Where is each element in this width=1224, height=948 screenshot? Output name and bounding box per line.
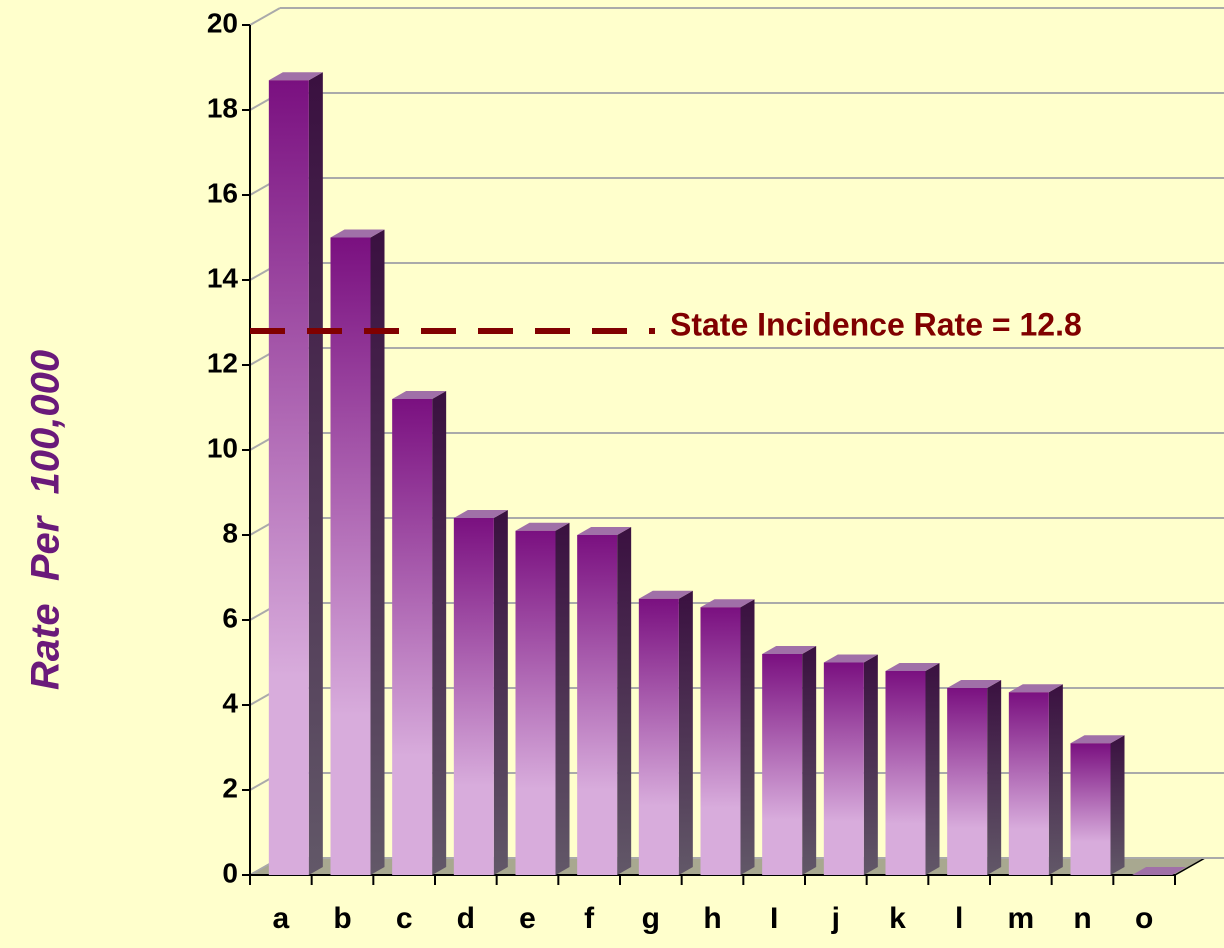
y-tick-label: 16 xyxy=(207,177,238,208)
bar xyxy=(515,530,556,875)
x-tick-label: h xyxy=(703,902,721,935)
bar-side xyxy=(802,646,817,875)
bar-top xyxy=(762,646,817,654)
y-tick-label: 20 xyxy=(207,7,238,38)
x-tick-label: f xyxy=(584,902,595,935)
bar-side xyxy=(555,522,570,875)
bar-side xyxy=(617,527,632,875)
bar-top xyxy=(330,229,385,238)
bar-side xyxy=(308,72,323,875)
bar-top xyxy=(638,590,693,599)
y-tick-label: 4 xyxy=(222,687,238,718)
x-tick-label: n xyxy=(1073,902,1091,935)
bar xyxy=(638,598,679,875)
bar xyxy=(392,399,433,875)
bar xyxy=(268,80,309,875)
bar xyxy=(885,671,926,875)
y-tick-label: 2 xyxy=(222,772,238,803)
reference-label: State Incidence Rate = 12.8 xyxy=(670,306,1082,342)
bar-top xyxy=(823,654,878,663)
y-tick-label: 6 xyxy=(222,602,238,633)
bar xyxy=(762,654,803,875)
bar-side xyxy=(740,599,755,875)
bar xyxy=(330,237,371,875)
bar-side xyxy=(432,391,447,875)
x-tick-label: I xyxy=(770,902,778,935)
bar-side xyxy=(1048,684,1063,875)
bar-side xyxy=(678,590,693,875)
y-tick-label: 18 xyxy=(207,92,238,123)
x-tick-label: o xyxy=(1135,902,1153,935)
x-tick-label: c xyxy=(396,902,413,935)
bar-side xyxy=(863,654,878,875)
bar-top xyxy=(453,510,508,518)
y-tick-label: 8 xyxy=(222,517,238,548)
bar-side xyxy=(987,680,1002,875)
y-tick-label: 14 xyxy=(207,262,239,293)
x-tick-label: k xyxy=(889,902,906,935)
x-tick-label: d xyxy=(457,902,475,935)
grid-line xyxy=(249,7,281,26)
y-axis-title: Rate Per 100,000 xyxy=(24,350,68,690)
bar-side xyxy=(1110,735,1125,875)
x-tick-label: j xyxy=(831,902,840,935)
bar-top xyxy=(1008,684,1063,693)
bar-top xyxy=(947,680,1002,688)
bar-side xyxy=(493,510,508,875)
bar-side xyxy=(925,663,940,875)
bar-side xyxy=(370,229,385,875)
bar xyxy=(700,607,741,875)
x-tick-label: b xyxy=(333,902,351,935)
x-tick-label: m xyxy=(1007,902,1034,935)
bar-top xyxy=(268,72,323,81)
x-tick-label: e xyxy=(519,902,536,935)
bar-top xyxy=(1132,867,1187,875)
bar xyxy=(823,662,864,875)
bar-top xyxy=(515,522,570,531)
y-tick-label: 10 xyxy=(207,432,238,463)
y-tick-label: 0 xyxy=(222,857,238,888)
x-tick-label: l xyxy=(955,902,963,935)
bar-top xyxy=(392,391,447,399)
x-tick-label: a xyxy=(272,902,289,935)
bar-top xyxy=(700,599,755,608)
bar-top xyxy=(885,663,940,671)
bar-top xyxy=(577,527,632,535)
bar xyxy=(1008,692,1049,875)
bar xyxy=(577,535,618,875)
bar xyxy=(947,688,988,875)
x-tick-label: g xyxy=(642,902,660,935)
bar xyxy=(453,518,494,875)
bar-top xyxy=(1070,735,1125,744)
y-tick-label: 12 xyxy=(207,347,238,378)
bar xyxy=(1070,743,1111,875)
